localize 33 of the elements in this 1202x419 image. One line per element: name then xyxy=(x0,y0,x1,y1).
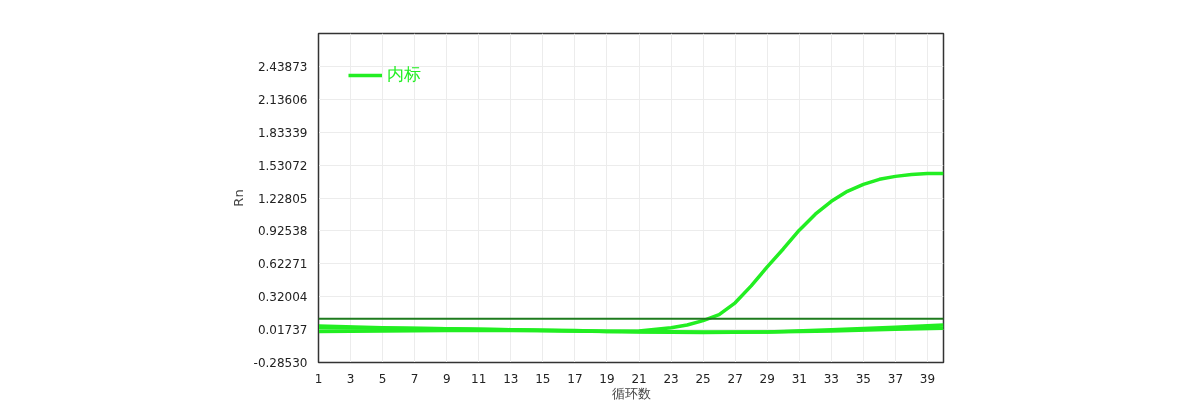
legend-label: 内标 xyxy=(387,63,421,86)
x-tick-label: 13 xyxy=(503,371,519,386)
x-tick-label: 9 xyxy=(442,371,451,386)
x-tick-label: 25 xyxy=(695,371,711,386)
x-tick-label: 27 xyxy=(727,371,743,386)
x-tick-label: 3 xyxy=(346,371,355,386)
y-tick-label: 0.32004 xyxy=(257,290,308,305)
x-tick-label: 5 xyxy=(378,371,387,386)
y-tick-label: 0.01737 xyxy=(257,323,308,338)
y-tick-label: 2.43873 xyxy=(257,59,308,74)
y-tick-label: -0.28530 xyxy=(253,356,308,370)
x-tick-label: 11 xyxy=(471,371,487,386)
x-tick-label: 39 xyxy=(919,371,936,386)
x-axis-title: 循环数 xyxy=(611,385,651,401)
x-tick-label: 31 xyxy=(791,371,807,386)
x-tick-label: 15 xyxy=(535,371,551,386)
x-tick-label: 19 xyxy=(599,371,615,386)
x-tick-label: 37 xyxy=(887,371,904,386)
x-tick-label: 1 xyxy=(314,371,323,386)
x-tick-label: 21 xyxy=(631,371,647,386)
y-tick-label: 1.83339 xyxy=(257,125,308,140)
y-tick-label: 0.92538 xyxy=(257,224,308,239)
x-tick-label: 29 xyxy=(759,371,775,386)
x-tick-label: 33 xyxy=(823,371,839,386)
x-tick-label: 35 xyxy=(855,371,872,386)
y-tick-label: 2.13606 xyxy=(257,92,308,107)
y-axis-title: Rn xyxy=(230,189,246,207)
y-tick-label: 1.22805 xyxy=(257,191,308,206)
x-tick-label: 17 xyxy=(567,371,583,386)
x-tick-label: 7 xyxy=(410,371,419,386)
y-tick-label: 1.53072 xyxy=(257,158,308,173)
x-tick-label: 23 xyxy=(663,371,679,386)
y-tick-label: 0.62271 xyxy=(257,257,308,272)
